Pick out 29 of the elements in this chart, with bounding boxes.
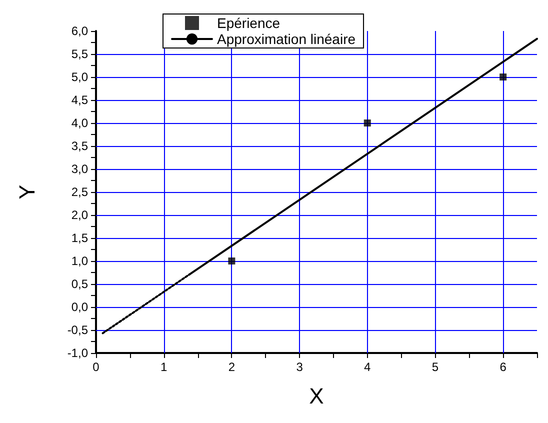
point <box>228 258 236 264</box>
y-tick-label: 1,5 <box>71 231 88 245</box>
y-tick-label: -0,5 <box>67 323 88 337</box>
y-tick-label: 0,5 <box>71 277 88 291</box>
legend-label: Epérience <box>217 15 280 31</box>
x-axis-title: X <box>309 384 324 408</box>
y-tick-label: 5,5 <box>71 47 88 61</box>
y-tick-label: 6,0 <box>71 24 88 38</box>
y-tick-label: 1,0 <box>71 254 88 268</box>
y-tick-label: 4,5 <box>71 93 88 107</box>
x-tick-label: 0 <box>92 360 100 374</box>
x-tick-label: 6 <box>500 360 507 374</box>
y-tick-label: -1,0 <box>67 346 88 360</box>
x-tick-label: 5 <box>432 360 439 374</box>
x-tick-label: 3 <box>296 360 304 374</box>
point <box>364 120 371 126</box>
y-tick-label: 4,0 <box>71 116 88 130</box>
y-axis-title: Y <box>14 184 40 200</box>
x-tick-label: 2 <box>228 360 236 374</box>
point <box>500 74 507 80</box>
x-tick-label: 1 <box>160 360 168 374</box>
y-tick-label: 5,0 <box>71 70 88 84</box>
y-tick-label: 0,0 <box>71 300 88 314</box>
y-tick-label: 2,5 <box>71 185 88 199</box>
legend-label: Approximation linéaire <box>217 31 356 47</box>
y-tick-label: 2,0 <box>71 208 88 222</box>
y-tick-label: 3,5 <box>71 139 88 153</box>
y-tick-label: 3,0 <box>71 162 88 176</box>
x-tick-label: 4 <box>364 360 372 374</box>
